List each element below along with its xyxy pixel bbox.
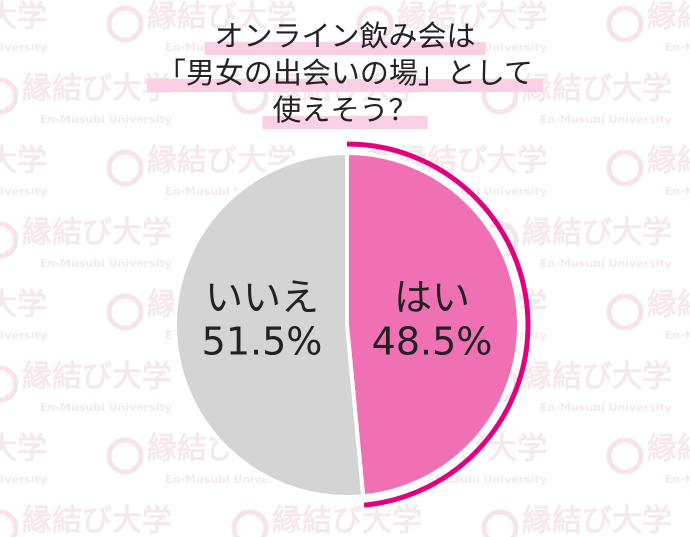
watermark-text: 縁結び大学: [22, 360, 172, 395]
watermark-logo: [106, 149, 144, 187]
watermark-text: 縁結び大学: [0, 288, 47, 323]
chart-title: 「男女の出会いの場」として: [157, 56, 533, 90]
watermark-logo: [0, 77, 19, 115]
watermark-text: 縁結び大学: [272, 504, 422, 537]
watermark-logo: [606, 437, 644, 475]
watermark-text: 縁結び大学: [522, 360, 672, 395]
pie-slice: [345, 150, 521, 499]
watermark-text: 縁結び大学: [0, 144, 47, 179]
watermark-subtext: En-Musubi University: [0, 41, 47, 54]
watermark-subtext: En-Musubi University: [665, 41, 690, 54]
watermark-subtext: En-Musubi University: [0, 329, 47, 342]
watermark-logo: [356, 5, 394, 43]
watermark-text: 縁結び大学: [397, 0, 547, 35]
watermark-subtext: En-Musubi University: [0, 185, 47, 198]
watermark-logo: [481, 509, 519, 537]
watermark-subtext: En-Musubi University: [665, 185, 690, 198]
title-highlight: [146, 79, 544, 92]
watermark-logo: [0, 365, 19, 403]
watermark-subtext: En-Musubi University: [40, 113, 172, 126]
watermark-logo: [606, 149, 644, 187]
watermark-text: 縁結び大学: [147, 0, 297, 35]
watermark-subtext: En-Musubi University: [665, 473, 690, 486]
watermark-logo: [231, 509, 269, 537]
watermark-subtext: En-Musubi University: [40, 401, 172, 414]
watermark-text: 縁結び大学: [647, 288, 690, 323]
watermark-text: 縁結び大学: [522, 216, 672, 251]
watermark-logo: [0, 221, 19, 259]
watermark-text: 縁結び大学: [647, 0, 690, 35]
slice-highlight: [346, 141, 531, 508]
title-highlight: [204, 42, 486, 55]
watermark-text: 縁結び大学: [22, 504, 172, 537]
watermark-text: 縁結び大学: [0, 432, 47, 467]
watermark-logo: [106, 437, 144, 475]
watermark-subtext: En-Musubi University: [40, 257, 172, 270]
watermark-subtext: En-Musubi University: [540, 113, 672, 126]
watermark-logo: [0, 509, 19, 537]
chart-title: オンライン飲み会は: [214, 19, 475, 53]
slice-label: はい: [394, 276, 470, 320]
slice-label: いいえ: [205, 276, 319, 320]
title-highlight: [262, 116, 428, 129]
slice-value: 48.5%: [372, 320, 493, 364]
watermark-logo: [606, 5, 644, 43]
slice-value: 51.5%: [202, 320, 323, 364]
pie-slice: [173, 150, 366, 499]
watermark-subtext: En-Musubi University: [540, 257, 672, 270]
watermark-subtext: En-Musubi University: [540, 401, 672, 414]
watermark-logo: [106, 5, 144, 43]
watermark-subtext: En-Musubi University: [665, 329, 690, 342]
watermark-text: 縁結び大学: [647, 432, 690, 467]
chart-title: 使えそう？: [272, 93, 417, 127]
watermark-logo: [606, 293, 644, 331]
watermark-subtext: En-Musubi University: [0, 473, 47, 486]
watermark-text: 縁結び大学: [22, 216, 172, 251]
watermark-text: 縁結び大学: [647, 144, 690, 179]
watermark-logo: [106, 293, 144, 331]
watermark-text: 縁結び大学: [0, 0, 47, 35]
watermark-text: 縁結び大学: [522, 72, 672, 107]
watermark-text: 縁結び大学: [522, 504, 672, 537]
